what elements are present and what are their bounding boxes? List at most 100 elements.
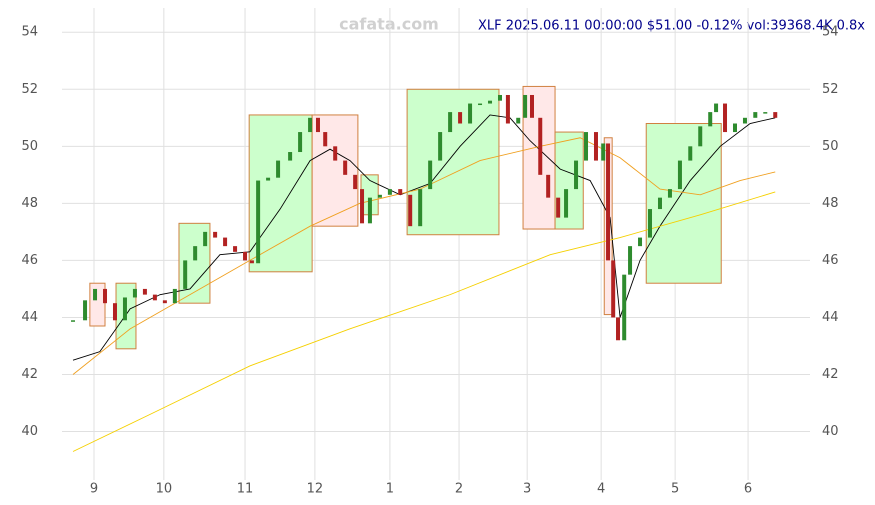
candle (122, 297, 127, 321)
moving-average (72, 114, 776, 361)
candle (601, 143, 606, 161)
candle (418, 189, 423, 227)
candle (742, 117, 747, 124)
x-tick-label: 2 (455, 482, 463, 497)
candle (667, 189, 672, 198)
candle (622, 274, 627, 341)
candle (688, 146, 693, 161)
x-tick-label: 10 (156, 482, 173, 497)
candle (556, 197, 561, 218)
candle (152, 294, 157, 301)
x-tick-label: 11 (237, 482, 254, 497)
moving-average (72, 191, 776, 452)
y-tick-label: 44 (21, 310, 38, 325)
candle (249, 260, 254, 264)
y-tick-label: 54 (21, 25, 38, 40)
candle (243, 251, 248, 261)
candle (657, 197, 662, 210)
candle (323, 132, 328, 147)
candle (723, 103, 728, 133)
y-tick-label: 42 (21, 367, 38, 382)
candle (611, 260, 616, 318)
x-tick-label: 5 (671, 482, 679, 497)
x-tick-label: 1 (386, 482, 394, 497)
y-tick-label-right: 42 (822, 367, 839, 382)
chart-title: XLF 2025.06.11 00:00:00 $51.00 -0.12% vo… (478, 19, 865, 34)
y-tick-label-right: 44 (822, 310, 839, 325)
x-tick-label: 9 (90, 482, 98, 497)
candle (564, 189, 569, 218)
x-tick-label: 12 (307, 482, 324, 497)
candle (377, 194, 382, 198)
candle (276, 160, 281, 178)
candle (708, 112, 713, 127)
candle (529, 94, 534, 118)
moving-average (72, 137, 776, 375)
candle (360, 189, 365, 224)
candle (367, 197, 372, 224)
y-tick-label: 48 (21, 196, 38, 211)
candle (256, 180, 261, 264)
y-tick-label-right: 54 (822, 25, 839, 40)
candle (408, 194, 413, 227)
candle (172, 288, 177, 304)
candle (213, 231, 218, 238)
y-tick-label: 40 (21, 424, 38, 439)
y-tick-label: 46 (21, 253, 38, 268)
candle (593, 132, 598, 161)
candle (266, 177, 271, 181)
candle (353, 174, 358, 190)
candle (732, 123, 737, 133)
candle (132, 288, 137, 298)
candle (677, 160, 682, 190)
zone (89, 282, 106, 327)
candle (458, 112, 463, 124)
zone (645, 123, 722, 284)
zone (406, 88, 500, 236)
candle (773, 112, 778, 118)
candle (438, 132, 443, 161)
candle (315, 117, 320, 133)
candle (538, 117, 543, 175)
candle (714, 103, 719, 113)
candle (638, 237, 643, 247)
y-tick-label: 50 (21, 139, 38, 154)
x-tick-label: 4 (597, 482, 605, 497)
candle (223, 237, 228, 247)
candle (428, 160, 433, 190)
candle (308, 117, 313, 133)
candle (698, 126, 703, 147)
y-tick-label-right: 52 (822, 82, 839, 97)
candle (398, 189, 403, 195)
candle (343, 160, 348, 175)
candle (497, 94, 502, 101)
candle (584, 132, 589, 161)
candle (516, 117, 521, 124)
candle (478, 103, 483, 106)
candle (628, 246, 633, 275)
candle (183, 260, 188, 289)
candle (193, 246, 198, 261)
candle (763, 112, 768, 114)
candle (142, 288, 147, 295)
y-tick-label-right: 50 (822, 139, 839, 154)
candle (83, 300, 88, 321)
candle (448, 112, 453, 133)
candle (606, 143, 611, 261)
candle (288, 152, 293, 161)
candle (203, 231, 208, 247)
x-tick-label: 6 (744, 482, 752, 497)
candle (233, 246, 238, 252)
candle (112, 303, 117, 321)
y-tick-label-right: 40 (822, 424, 839, 439)
candle (523, 94, 528, 118)
candle (71, 320, 76, 322)
candle (753, 112, 758, 118)
candle (488, 100, 493, 104)
candle (103, 288, 108, 304)
watermark: cafata.com (339, 15, 439, 34)
candle (616, 317, 621, 341)
candle (387, 189, 392, 195)
candle (546, 174, 551, 198)
